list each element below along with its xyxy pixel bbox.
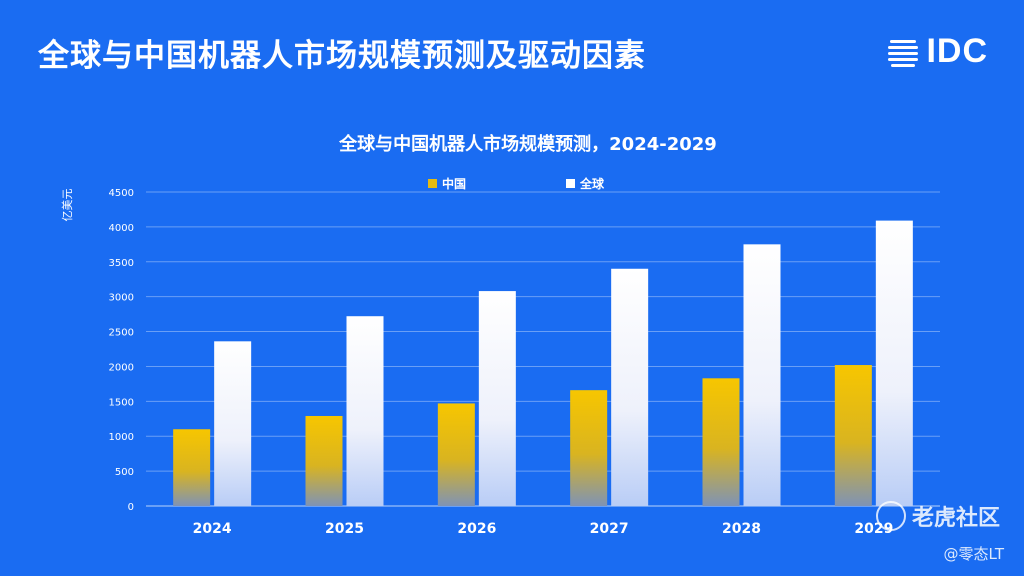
bar-china-2027 — [570, 390, 608, 506]
chart-title: 全球与中国机器人市场规模预测，2024-2029 — [338, 133, 717, 155]
legend-swatch-china — [428, 179, 437, 188]
legend-label-china: 中国 — [442, 176, 466, 191]
y-tick-label: 0 — [128, 502, 134, 513]
bar-china-2029 — [834, 365, 872, 506]
y-tick-label: 2000 — [109, 362, 134, 373]
y-tick-label: 1500 — [109, 397, 134, 408]
watermark: 老虎社区 — [875, 500, 1000, 532]
x-tick-label: 2027 — [590, 521, 629, 537]
y-tick-label: 2500 — [109, 328, 134, 339]
bar-china-2028 — [702, 378, 740, 506]
bar-global-2025 — [346, 316, 384, 506]
bar-china-2025 — [305, 415, 343, 506]
x-tick-label: 2025 — [325, 521, 364, 537]
y-tick-label: 3500 — [109, 258, 134, 269]
y-tick-label: 500 — [115, 467, 134, 478]
bar-china-2024 — [173, 429, 211, 506]
y-tick-label: 3000 — [109, 293, 134, 304]
legend-label-global: 全球 — [579, 176, 605, 191]
x-tick-label: 2024 — [193, 521, 232, 537]
x-tick-label: 2026 — [457, 521, 496, 537]
tiger-logo-icon — [875, 501, 906, 531]
bar-china-2026 — [437, 403, 475, 506]
x-tick-labels: 2024 2025 2026 2027 2028 2029 — [193, 521, 894, 537]
watermark-text: 老虎社区 — [911, 506, 1000, 531]
legend: 中国 全球 — [428, 176, 605, 191]
bar-global-2027 — [611, 268, 649, 506]
slide-title: 全球与中国机器人市场规模预测及驱动因素 — [38, 38, 646, 74]
bar-global-2026 — [478, 291, 516, 506]
globe-icon — [888, 39, 919, 67]
bars — [173, 220, 913, 507]
bar-global-2024 — [214, 341, 252, 506]
y-tick-label: 4500 — [109, 188, 134, 199]
bar-global-2028 — [743, 244, 781, 507]
y-tick-label: 1000 — [109, 432, 134, 443]
y-axis-label: 亿美元 — [61, 189, 74, 222]
brand-text: IDC — [926, 32, 988, 70]
legend-swatch-global — [566, 179, 575, 188]
x-tick-label: 2028 — [722, 521, 761, 537]
y-tick-label: 4000 — [109, 223, 134, 234]
y-tick-labels: 0 500 1000 1500 2000 2500 3000 3500 4000 4500 — [109, 188, 134, 513]
bar-global-2029 — [875, 220, 913, 506]
idc-logo: IDC — [886, 32, 988, 71]
gridlines — [146, 191, 940, 507]
watermark-sub: @零态LT — [943, 545, 1004, 563]
